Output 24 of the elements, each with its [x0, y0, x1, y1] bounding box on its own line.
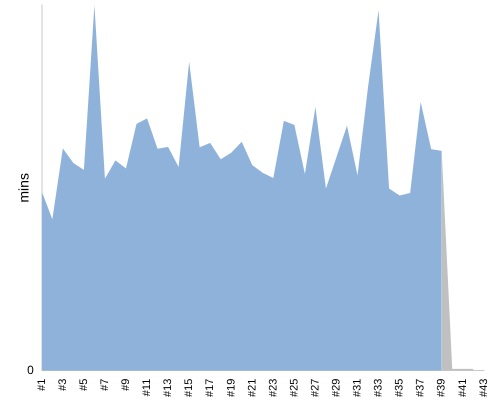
- x-tick-label: #29: [330, 378, 342, 398]
- x-tick-label: #23: [267, 378, 280, 398]
- x-tick-label: #17: [204, 378, 216, 398]
- x-tick-label: #21: [246, 378, 258, 398]
- x-tick-label: #1: [36, 378, 48, 391]
- x-tick-label: #11: [141, 378, 154, 396]
- x-tick-label: #43: [478, 378, 490, 398]
- x-tick-label: #39: [436, 378, 448, 398]
- x-tick-label: #19: [225, 378, 238, 398]
- x-tick-label: #35: [394, 378, 406, 398]
- text: 0: [27, 362, 34, 377]
- x-tick-label: #3: [56, 378, 69, 391]
- x-tick-label: #7: [98, 378, 111, 391]
- x-tick-label: #5: [78, 378, 90, 391]
- x-tick-label: #37: [414, 378, 427, 398]
- y-axis-title: mins: [15, 173, 32, 203]
- x-tick-label: #33: [372, 378, 385, 398]
- x-tick-label: #15: [183, 378, 196, 398]
- x-tick-label: #27: [309, 378, 322, 398]
- x-tick-label: #41: [456, 378, 469, 398]
- x-tick-label: #31: [352, 378, 364, 398]
- x-tick-label: #9: [120, 378, 132, 391]
- x-tick-label: #13: [162, 378, 174, 398]
- x-tick-label: #25: [288, 378, 300, 398]
